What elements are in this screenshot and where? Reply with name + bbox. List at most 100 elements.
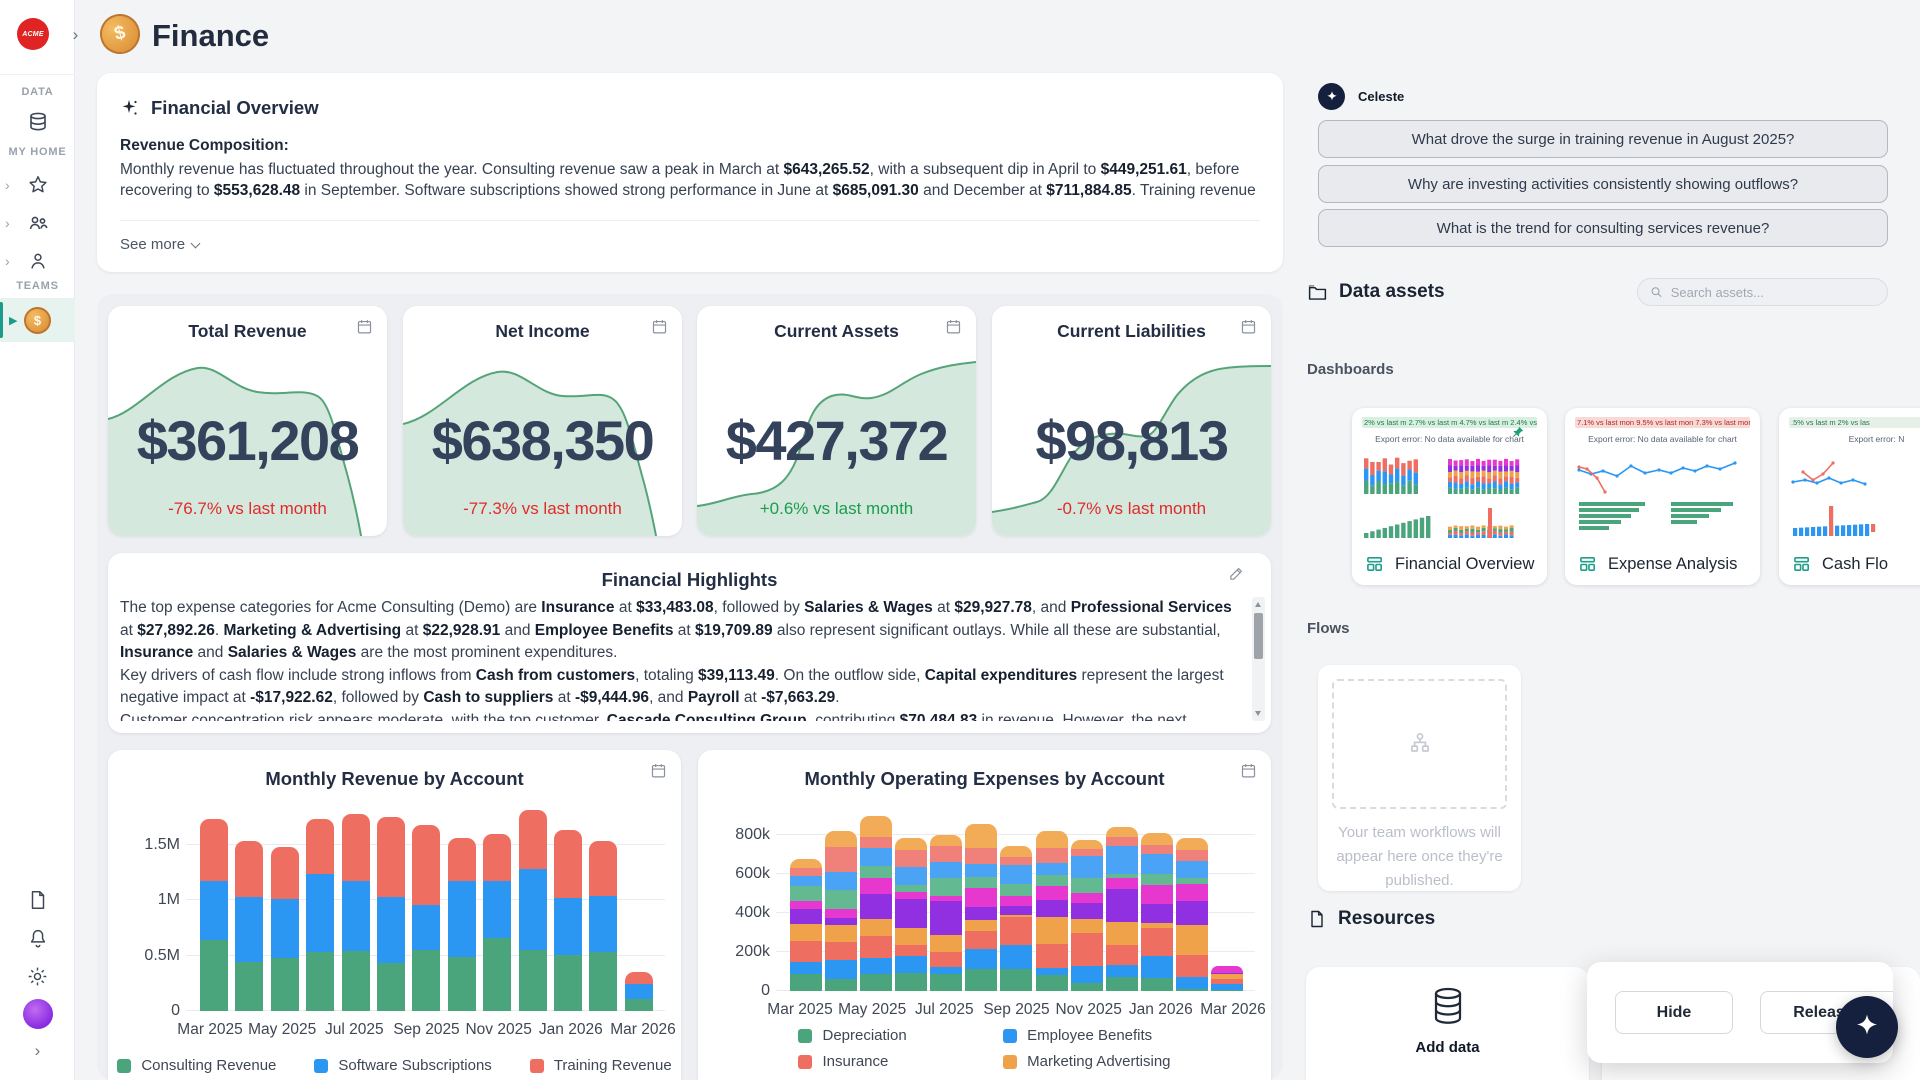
bar-May 2025 [860,815,893,991]
sidebar-item-database[interactable] [0,108,75,136]
dashboard-card-cash-flow[interactable]: .5% vs last m 2% vs las Export error: N … [1779,408,1920,585]
dashboard-card-financial-overview[interactable]: 2% vs last m 2.7% vs last m 4.7% vs last… [1352,408,1547,585]
avatar-image [22,999,53,1029]
acme-logo[interactable]: ACME [8,18,58,50]
add-data-label: Add data [1415,1039,1480,1056]
kpi-title: Net Income [495,321,590,341]
kpi-value: $98,813 [1035,409,1229,472]
dashboard-icon [1580,557,1596,572]
bar-Oct 2025 [447,838,476,1011]
kpi-value: $361,208 [136,409,360,472]
overview-title: Financial Overview [151,97,319,118]
sidebar-item-notifications[interactable] [0,924,75,952]
bar-Sep 2025 [412,824,441,1011]
bar-Jan 2026 [1140,833,1173,991]
edit-icon[interactable] [1228,565,1245,582]
legend-item: Insurance [798,1053,923,1070]
scroll-up-icon[interactable] [1255,602,1261,607]
calendar-icon[interactable] [651,318,668,335]
ai-sparkle-icon [122,100,137,115]
chevron-down-icon [190,238,201,248]
chevron-right-icon: › [5,253,10,269]
flows-label: Flows [1307,620,1350,637]
assistant-name: Celeste [1358,89,1405,104]
bar-Aug 2025 [377,817,406,1011]
calendar-icon[interactable] [1240,762,1257,779]
celeste-avatar [1318,83,1345,110]
kpi-delta: -0.7% vs last month [1056,499,1207,518]
sidebar-item-profile[interactable]: › [0,244,75,278]
thumb-error-note: Export error: No data available for char… [1588,434,1737,444]
hide-button[interactable]: Hide [1615,991,1733,1034]
sidebar-expand-chevron-icon[interactable]: › [72,25,79,44]
bar-Mar 2025 [200,819,228,1011]
dashboard-card-expense-analysis[interactable]: 7.1% vs last mon 9.5% vs last mon 7.3% v… [1565,408,1760,585]
sparkline [697,361,976,536]
calendar-icon[interactable] [650,762,667,779]
sidebar-section-teams-label: TEAMS [16,280,59,292]
page-title: Finance [152,18,270,53]
add-data-card[interactable]: Add data [1306,967,1589,1080]
bar-Nov 2025 [483,833,512,1011]
sidebar-collapse-chevron-icon[interactable]: › [34,1040,41,1060]
legend-item: Training Revenue [529,1057,672,1074]
bar-Jul 2025 [341,813,370,1011]
asset-search[interactable] [1637,278,1888,306]
database-icon [1306,985,1589,1029]
expenses-legend: Depreciation Employee Benefits Insurance Ma… [798,1027,1171,1080]
assistant-chip[interactable]: Celeste [1318,83,1404,110]
thumb-ticker: .5% vs last m 2% vs las [1789,417,1920,428]
bar-Mar 2026 [624,972,653,1011]
thumb-chart [1363,457,1519,538]
scrollbar[interactable] [1252,597,1265,721]
scroll-down-icon[interactable] [1255,711,1261,716]
search-input[interactable] [1670,284,1875,300]
kpi-title: Total Revenue [188,321,307,341]
dashboard-name: Expense Analysis [1608,555,1738,573]
sidebar-item-groups[interactable]: › [0,206,75,240]
dashboards-label: Dashboards [1307,361,1394,378]
sidebar-item-favorites[interactable]: › [0,168,75,202]
revenue-chart-card: Monthly Revenue by Account 0 0.5M 1M 1.5M M… [108,750,681,1080]
kpi-card-total-revenue: Total Revenue $361,208 -76.7% vs last mo… [108,306,387,536]
suggested-question-1[interactable]: What drove the surge in training revenue… [1318,120,1888,158]
highlights-paragraph: Customer concentration risk appears mode… [120,711,1187,722]
dashboard-name: Financial Overview [1395,555,1535,573]
bar-Dec 2025 [1105,827,1138,991]
bar-Aug 2025 [965,823,998,991]
sidebar-item-docs[interactable] [0,886,75,914]
sparkle-icon [1857,1014,1877,1035]
search-icon [1651,287,1662,298]
y-axis-labels: 0 0.5M 1M 1.5M [144,835,180,1019]
calendar-icon[interactable] [945,318,962,335]
suggested-question-3[interactable]: What is the trend for consulting service… [1318,209,1888,247]
data-assets-header: Data assets [1307,281,1445,303]
sidebar-item-settings[interactable] [0,962,75,990]
document-icon [31,891,44,909]
sidebar-section-myhome-label: MY HOME [8,146,67,158]
calendar-icon[interactable] [1240,318,1257,335]
suggested-question-2[interactable]: Why are investing activities consistentl… [1318,165,1888,203]
calendar-icon[interactable] [356,318,373,335]
overview-section-label: Revenue Composition: [120,137,289,154]
active-indicator [0,302,3,338]
celeste-fab-button[interactable] [1836,996,1898,1058]
thumb-chart [1790,461,1875,536]
scrollbar-thumb[interactable] [1254,613,1263,659]
bar-Apr 2025 [825,831,858,991]
gear-icon [28,967,47,985]
bar-Feb 2026 [1175,838,1208,991]
star-icon [28,176,47,193]
bar-Jul 2025 [930,835,963,991]
legend-item: Marketing Advertising [1003,1053,1171,1070]
folder-icon [1308,284,1327,300]
thumb-chart [1576,461,1737,530]
sidebar-item-team-finance[interactable]: ▶ $ [0,298,75,342]
see-more-button[interactable]: See more [120,236,201,253]
user-avatar[interactable] [0,998,75,1030]
bell-icon [30,929,45,948]
bar-Jun 2025 [306,819,335,1011]
divider [120,220,1260,221]
kpi-title: Current Assets [774,321,899,341]
